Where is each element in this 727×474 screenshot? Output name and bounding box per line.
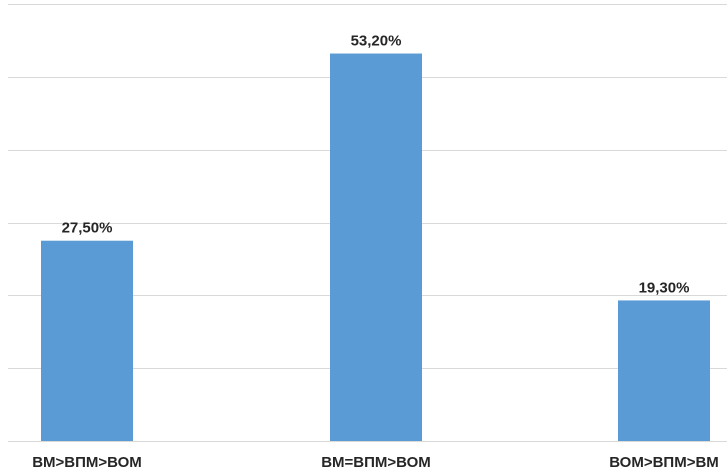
- x-tick-label-2: ВМ=ВПМ>ВОМ: [321, 454, 431, 471]
- data-label-2: 53,20%: [351, 33, 402, 50]
- bars: [41, 53, 710, 441]
- bar-3: [618, 300, 710, 441]
- data-label-3: 19,30%: [639, 279, 690, 296]
- x-tick-label-1: ВМ>ВПМ>ВОМ: [32, 454, 142, 471]
- data-labels: 27,50% 53,20% 19,30%: [62, 33, 690, 297]
- x-axis-tick-labels: ВМ>ВПМ>ВОМ ВМ=ВПМ>ВОМ ВОМ>ВПМ>ВМ: [32, 454, 719, 471]
- data-label-1: 27,50%: [62, 220, 113, 237]
- x-tick-label-3: ВОМ>ВПМ>ВМ: [609, 454, 719, 471]
- bar-1: [41, 240, 133, 441]
- bar-2: [330, 53, 422, 441]
